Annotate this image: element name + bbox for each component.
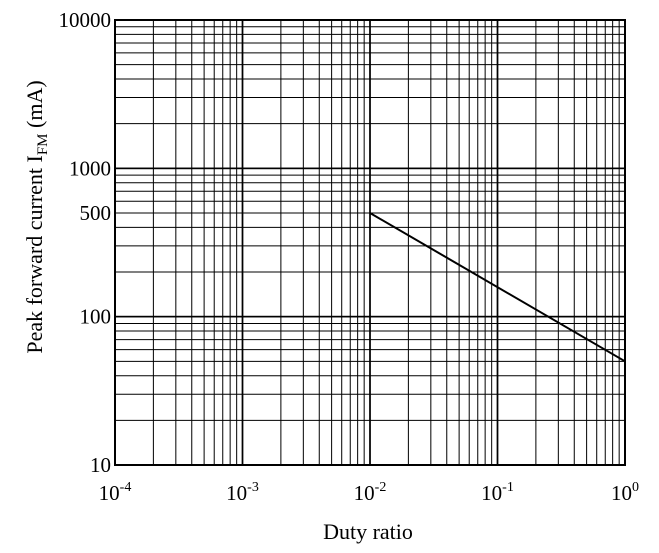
y-axis-label-subscript: FM [35, 133, 51, 155]
x-tick-base: 10 [354, 481, 375, 505]
y-tick-label: 1000 [69, 156, 111, 180]
x-tick-label: 10-3 [226, 480, 259, 505]
y-tick-label: 10 [90, 453, 111, 477]
x-tick-base: 10 [611, 481, 632, 505]
y-axis-label-main: Peak forward current I [22, 155, 47, 354]
series-line [369, 212, 626, 363]
x-tick-label: 10-2 [354, 480, 387, 505]
y-tick-label: 100 [80, 305, 112, 329]
x-tick-exponent: -4 [120, 480, 132, 495]
y-tick-label: 500 [80, 201, 112, 225]
x-tick-exponent: -1 [502, 480, 514, 495]
y-axis-label-unit: (mA) [22, 80, 47, 133]
x-axis-label: Duty ratio [323, 519, 413, 544]
x-tick-base: 10 [481, 481, 502, 505]
plot-frame [114, 19, 626, 466]
y-axis-label: Peak forward current IFM (mA) [22, 80, 51, 353]
x-tick-label: 10-4 [99, 480, 132, 505]
x-tick-exponent: 0 [632, 480, 639, 495]
x-tick-label: 10-1 [481, 480, 514, 505]
x-tick-base: 10 [99, 481, 120, 505]
x-tick-label: 100 [611, 480, 639, 505]
x-tick-labels: 10-4 10-3 10-2 10-1 100 [99, 480, 639, 505]
x-tick-exponent: -3 [247, 480, 259, 495]
x-tick-base: 10 [226, 481, 247, 505]
x-tick-exponent: -2 [375, 480, 387, 495]
y-tick-label: 10000 [59, 8, 112, 32]
series-layer [369, 212, 626, 363]
y-tick-labels: 10 100 500 1000 10000 [59, 8, 112, 477]
grid [114, 19, 626, 466]
